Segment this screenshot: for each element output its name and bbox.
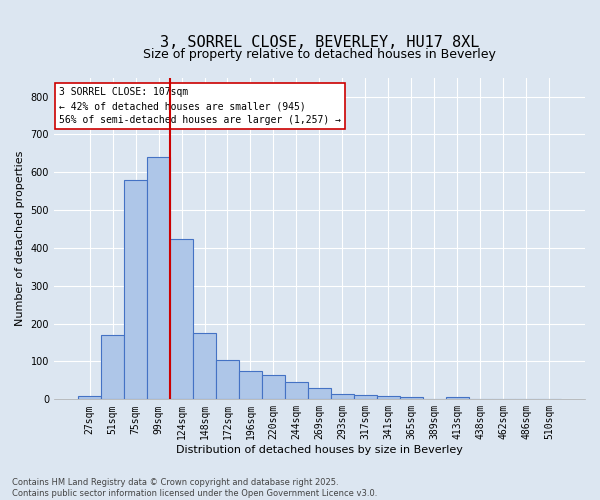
Bar xyxy=(124,180,147,400)
Bar xyxy=(78,396,101,400)
Bar xyxy=(193,333,216,400)
Bar xyxy=(170,238,193,400)
Text: 3 SORREL CLOSE: 107sqm
← 42% of detached houses are smaller (945)
56% of semi-de: 3 SORREL CLOSE: 107sqm ← 42% of detached… xyxy=(59,88,341,126)
Title: Size of property relative to detached houses in Beverley: Size of property relative to detached ho… xyxy=(143,48,496,62)
Bar xyxy=(308,388,331,400)
Bar xyxy=(239,371,262,400)
Bar xyxy=(101,335,124,400)
Bar xyxy=(377,396,400,400)
Bar xyxy=(400,398,423,400)
Bar xyxy=(331,394,354,400)
Y-axis label: Number of detached properties: Number of detached properties xyxy=(15,151,25,326)
Bar xyxy=(285,382,308,400)
Bar xyxy=(147,157,170,400)
Text: 3, SORREL CLOSE, BEVERLEY, HU17 8XL: 3, SORREL CLOSE, BEVERLEY, HU17 8XL xyxy=(160,36,479,51)
Text: Contains HM Land Registry data © Crown copyright and database right 2025.
Contai: Contains HM Land Registry data © Crown c… xyxy=(12,478,377,498)
Bar xyxy=(354,395,377,400)
Bar xyxy=(262,374,285,400)
X-axis label: Distribution of detached houses by size in Beverley: Distribution of detached houses by size … xyxy=(176,445,463,455)
Bar xyxy=(446,398,469,400)
Bar xyxy=(216,360,239,400)
